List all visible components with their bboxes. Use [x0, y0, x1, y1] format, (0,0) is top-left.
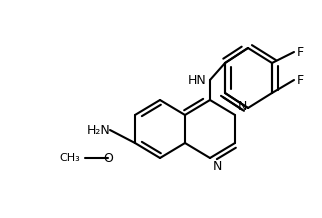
Text: N: N	[238, 100, 248, 113]
Text: O: O	[103, 152, 113, 165]
Text: H₂N: H₂N	[86, 124, 110, 136]
Text: N: N	[213, 160, 223, 173]
Text: HN: HN	[188, 73, 207, 87]
Text: F: F	[297, 46, 304, 58]
Text: CH₃: CH₃	[60, 153, 80, 163]
Text: F: F	[297, 73, 304, 87]
